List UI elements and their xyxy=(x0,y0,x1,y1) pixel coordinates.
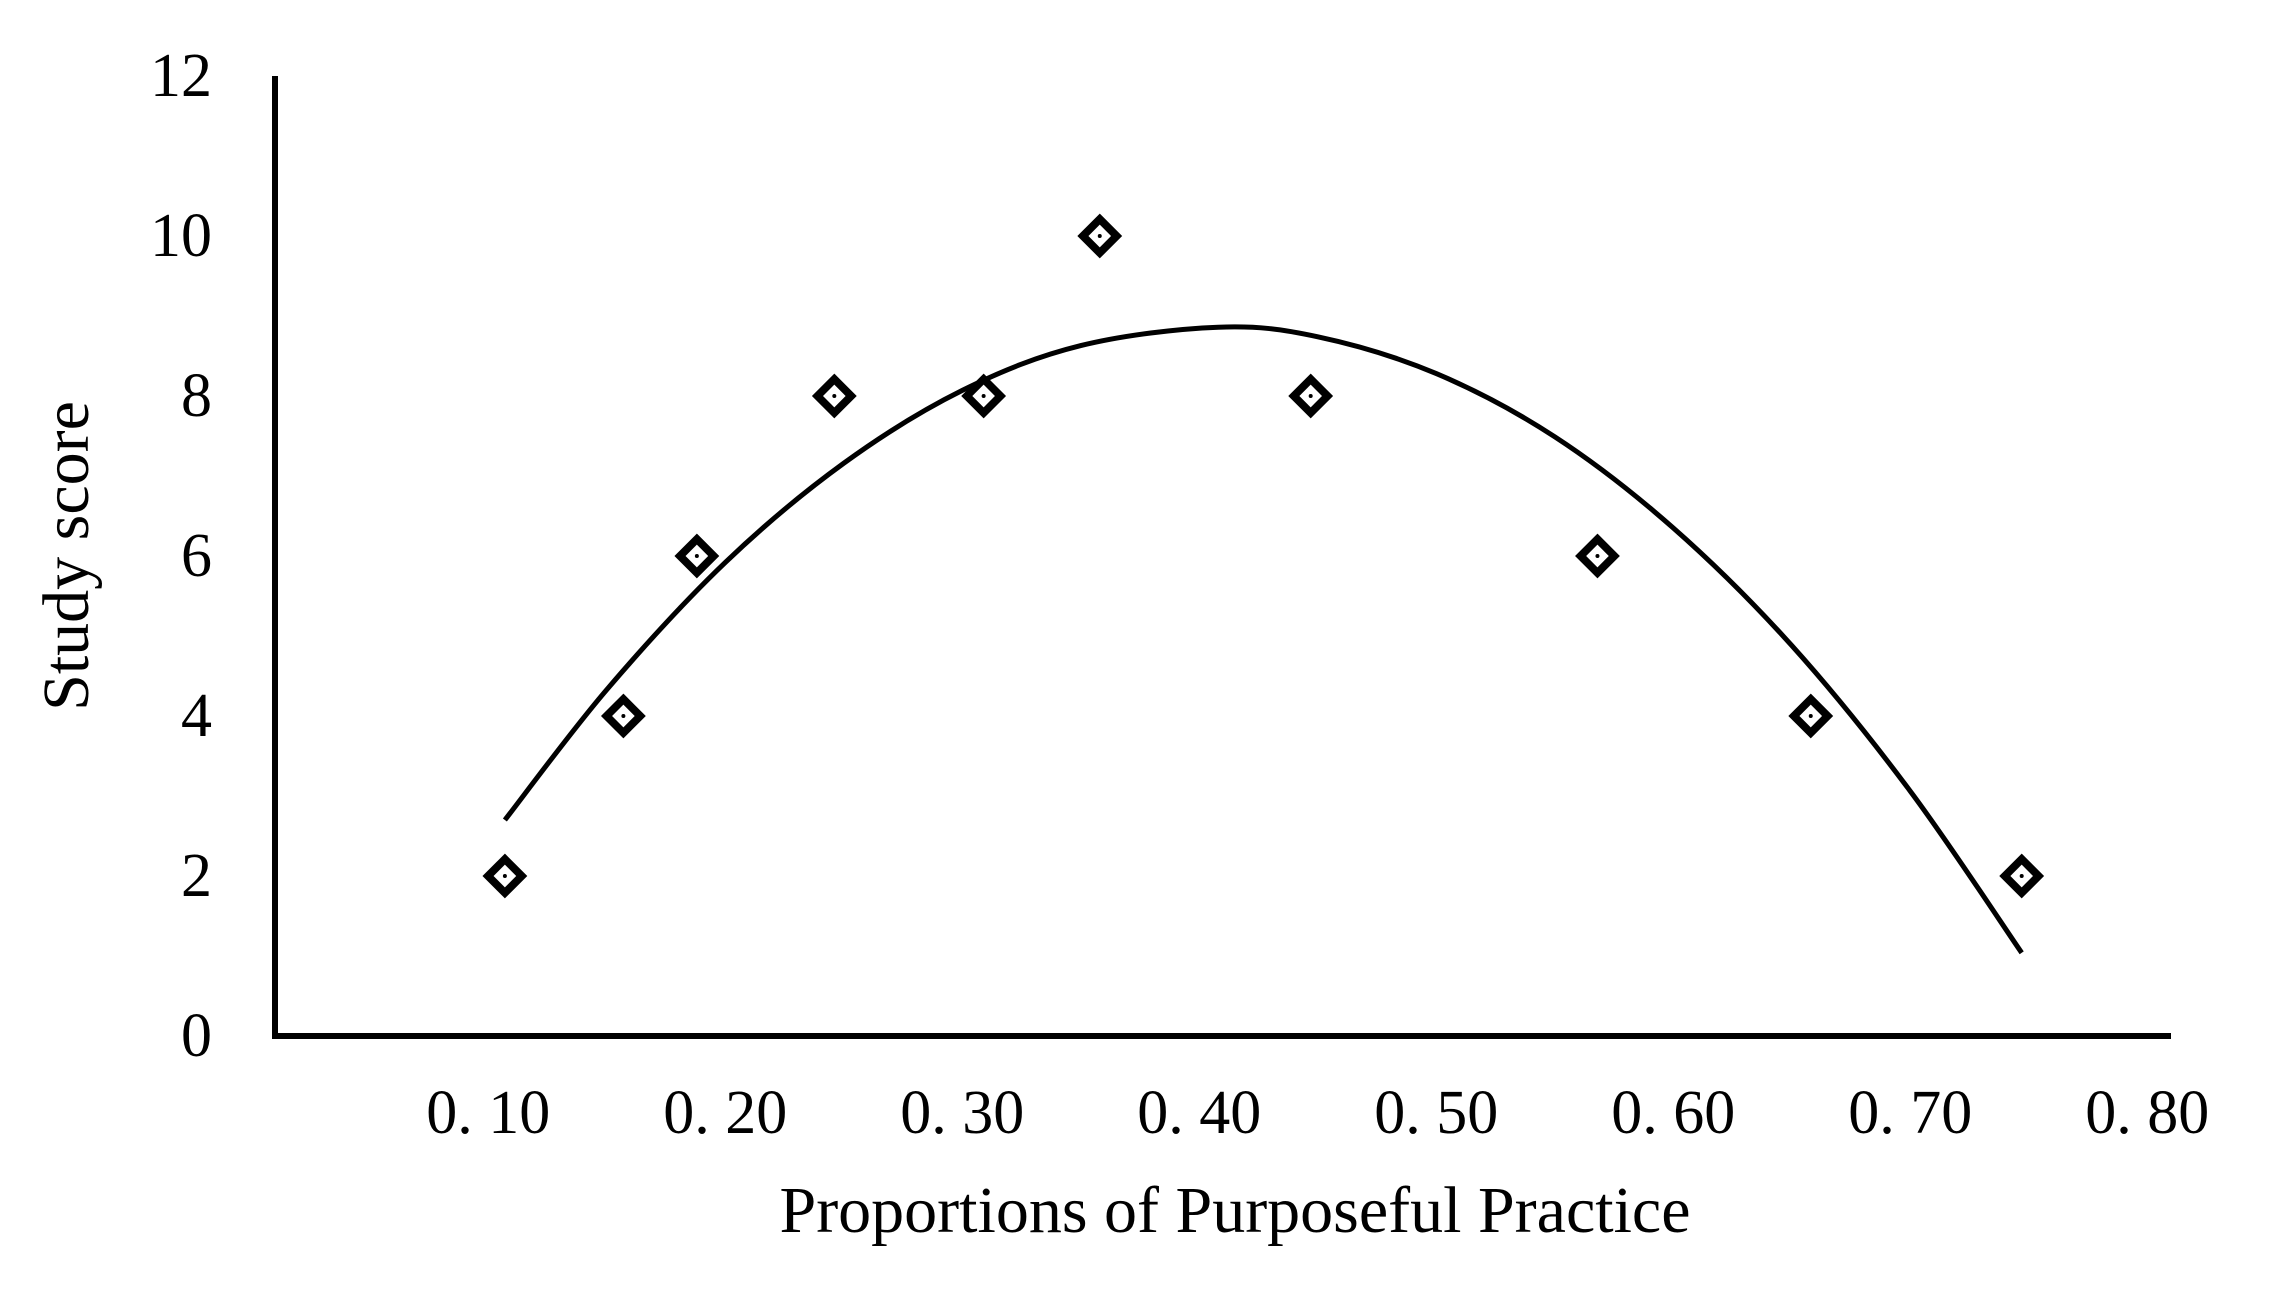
x-tick-label: 0. 40 xyxy=(1137,1079,1261,1147)
data-point-dot xyxy=(1097,234,1102,238)
data-point-dot xyxy=(832,394,837,398)
data-point-dot xyxy=(981,394,986,398)
y-tick-label: 6 xyxy=(181,522,212,590)
y-tick-label: 4 xyxy=(181,682,212,750)
x-tick-label: 0. 10 xyxy=(426,1079,550,1147)
data-point-dot xyxy=(1595,554,1600,558)
y-tick-label: 2 xyxy=(181,842,212,910)
data-point-dot xyxy=(2019,874,2024,878)
y-tick-label: 8 xyxy=(181,362,212,430)
data-point-dot xyxy=(1808,714,1813,718)
x-tick-label: 0. 20 xyxy=(663,1079,787,1147)
x-tick-label: 0. 70 xyxy=(1848,1079,1972,1147)
x-tick-label: 0. 60 xyxy=(1611,1079,1735,1147)
data-point-dot xyxy=(694,554,699,558)
x-tick-label: 0. 50 xyxy=(1374,1079,1498,1147)
y-tick-label: 12 xyxy=(150,42,212,110)
trendline xyxy=(502,324,2024,955)
data-point-dot xyxy=(621,714,626,718)
data-point-dot xyxy=(502,874,507,878)
x-axis-title: Proportions of Purposeful Practice xyxy=(779,1174,1690,1247)
y-tick-label: 0 xyxy=(181,1002,212,1070)
data-point-dot xyxy=(1308,394,1313,398)
x-tick-label: 0. 80 xyxy=(2085,1079,2209,1147)
x-tick-label: 0. 30 xyxy=(900,1079,1024,1147)
y-tick-label: 10 xyxy=(150,202,212,270)
y-axis-title: Study score xyxy=(30,401,103,711)
